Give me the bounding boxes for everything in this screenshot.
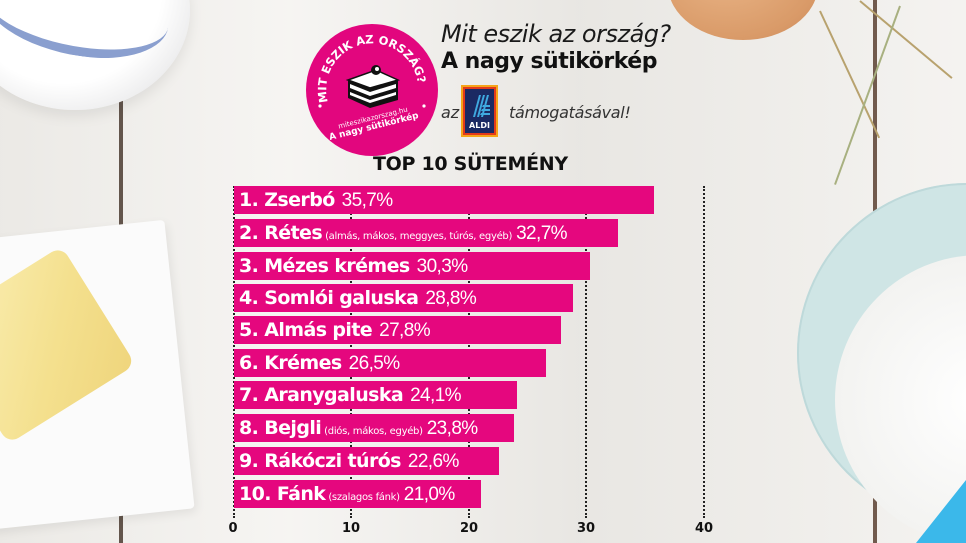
cake-slice-icon — [346, 65, 400, 108]
bar-row: 2. Rétes (almás, mákos, meggyes, túrós, e… — [234, 219, 618, 247]
aldi-logo: ALDI — [461, 85, 498, 137]
bar-row: 3. Mézes krémes 30,3% — [234, 252, 590, 280]
corner-accent — [916, 480, 966, 543]
bar-row: 8. Bejgli (diós, mákos, egyéb) 23,8% — [234, 414, 514, 442]
bar-row: 4. Somlói galuska 28,8% — [234, 284, 573, 312]
bar-row: 7. Aranygaluska 24,1% — [234, 381, 517, 409]
x-tick-label: 30 — [576, 521, 596, 536]
gridline-40 — [703, 186, 705, 518]
gridline-30 — [585, 186, 587, 518]
headline-title: A nagy sütikörkép — [441, 49, 657, 74]
straw-decoration — [819, 10, 881, 139]
x-tick-label: 0 — [228, 521, 238, 536]
chart-title: TOP 10 SÜTEMÉNY — [373, 153, 568, 175]
survey-badge: MIT ESZIK AZ ORSZÁG? miteszikazorszag.hu… — [306, 24, 438, 156]
sponsor-prefix: az — [441, 103, 460, 122]
x-tick-label: 40 — [694, 521, 714, 536]
bar-row: 10. Fánk (szalagos fánk) 21,0% — [234, 480, 481, 508]
sponsor-suffix: támogatásával! — [509, 103, 631, 122]
x-tick-label: 20 — [459, 521, 479, 536]
bar-row: 5. Almás pite 27,8% — [234, 316, 561, 344]
straw-decoration — [834, 5, 901, 185]
bar-row: 1. Zserbó 35,7% — [234, 186, 654, 214]
bar-row: 6. Krémes 26,5% — [234, 349, 546, 377]
egg-image — [668, 0, 818, 40]
aldi-stripes-icon — [473, 95, 490, 117]
headline-question: Mit eszik az ország? — [441, 20, 671, 48]
x-tick-label: 10 — [341, 521, 361, 536]
aldi-logo-text: ALDI — [469, 121, 490, 130]
bar-row: 9. Rákóczi túrós 22,6% — [234, 447, 499, 475]
